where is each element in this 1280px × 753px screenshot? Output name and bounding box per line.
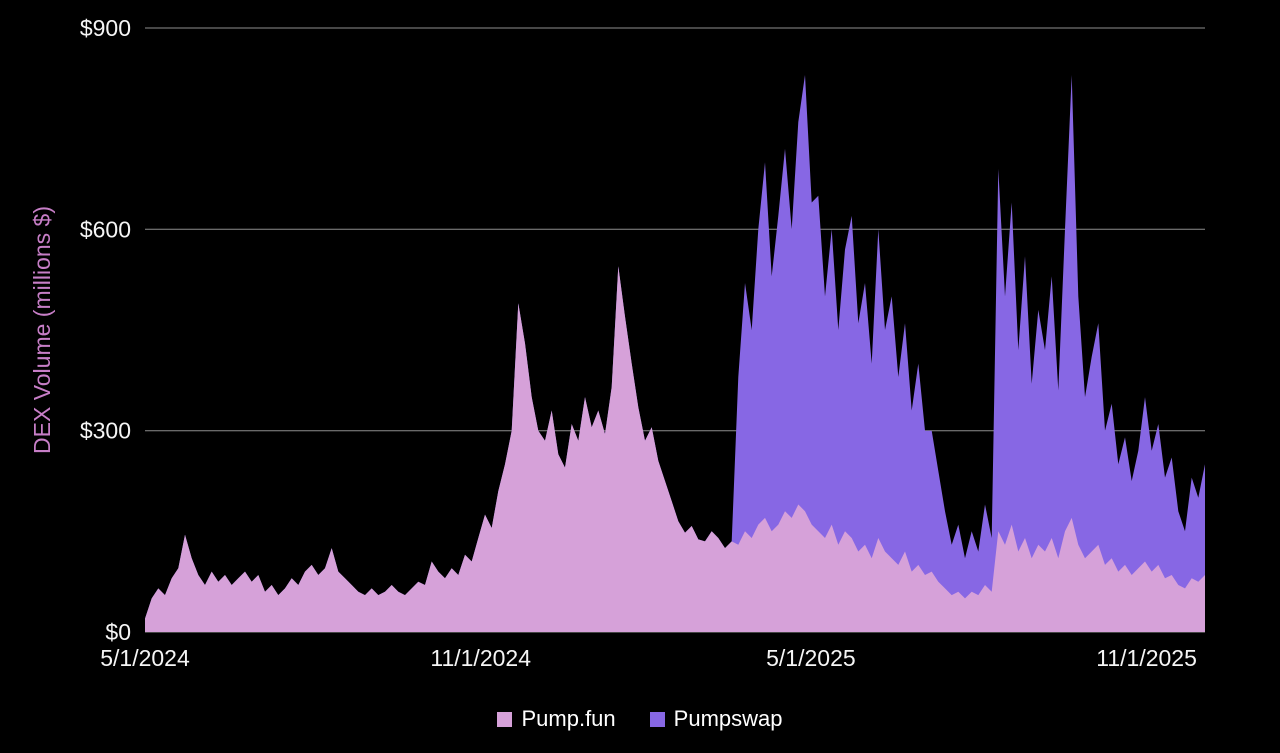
y-tick-label: $300 — [80, 418, 131, 444]
y-tick-label: $600 — [80, 216, 131, 242]
x-tick-label: 5/1/2025 — [766, 645, 856, 671]
y-axis-title: DEX Volume (millions $) — [29, 206, 55, 454]
x-tick-label: 5/1/2024 — [100, 645, 190, 671]
pumpswap-area — [145, 75, 1205, 632]
pumpswap-swatch — [649, 711, 665, 727]
legend-item-pumpfun: Pump.fun — [497, 706, 616, 732]
legend-item-pumpswap: Pumpswap — [649, 706, 783, 732]
y-tick-label: $900 — [80, 15, 131, 41]
pumpfun-swatch — [497, 711, 513, 727]
y-tick-label: $0 — [105, 619, 131, 645]
legend-label-pumpfun: Pump.fun — [521, 706, 616, 731]
pumpfun-area — [145, 266, 1205, 632]
x-tick-label: 11/1/2025 — [1096, 645, 1197, 671]
plot-area: $0 $300 $600 $900 5/1/2024 11/1/2024 5/1/2025 1… — [29, 15, 1205, 671]
legend-label-pumpswap: Pumpswap — [673, 706, 783, 731]
x-tick-label: 11/1/2024 — [430, 645, 531, 671]
legend: Pump.fun Pumpswap — [0, 706, 1280, 732]
